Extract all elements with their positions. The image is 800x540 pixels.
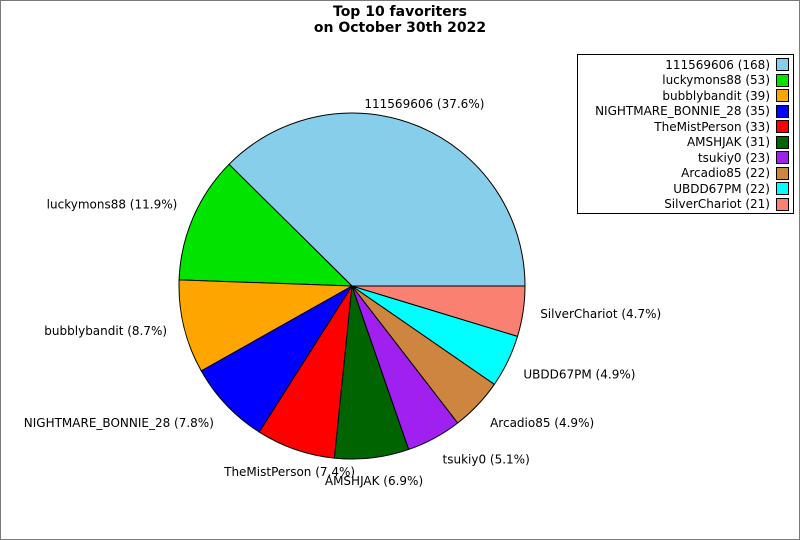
legend-label: tsukiy0 (23) (697, 150, 770, 165)
legend-swatch-icon (776, 135, 789, 149)
legend-item-bubblybandit: bubblybandit (39) (578, 88, 793, 104)
legend-label: TheMistPerson (33) (654, 119, 770, 134)
legend-swatch-icon (776, 197, 789, 211)
legend-label: UBDD67PM (22) (673, 181, 770, 196)
legend-item-UBDD67PM: UBDD67PM (22) (578, 181, 793, 197)
slice-label-tsukiy0: tsukiy0 (5.1%) (443, 452, 530, 466)
legend-label: Arcadio85 (22) (681, 166, 770, 181)
slice-label-UBDD67PM: UBDD67PM (4.9%) (523, 368, 635, 382)
chart-title-line2: on October 30th 2022 (313, 20, 487, 36)
legend-swatch-icon (776, 120, 789, 134)
legend-swatch-icon (776, 58, 789, 72)
legend: 111569606 (168) luckymons88 (53) bubblyban… (577, 54, 794, 214)
legend-item-AMSHJAK: AMSHJAK (31) (578, 135, 793, 151)
legend-item-luckymons88: luckymons88 (53) (578, 73, 793, 89)
legend-label: bubblybandit (39) (662, 88, 770, 103)
slice-label-Arcadio85: Arcadio85 (4.9%) (490, 416, 594, 430)
legend-item-NIGHTMARE_BONNIE_28: NIGHTMARE_BONNIE_28 (35) (578, 104, 793, 120)
legend-swatch-icon (776, 73, 789, 87)
slice-label-AMSHJAK: AMSHJAK (6.9%) (325, 474, 423, 488)
legend-label: luckymons88 (53) (662, 73, 770, 88)
legend-label: SilverChariot (21) (664, 197, 770, 212)
legend-item-Arcadio85: Arcadio85 (22) (578, 166, 793, 182)
slice-label-SilverChariot: SilverChariot (4.7%) (540, 307, 661, 321)
legend-swatch-icon (776, 89, 789, 103)
slice-label-bubblybandit: bubblybandit (8.7%) (44, 324, 167, 338)
legend-label: AMSHJAK (31) (686, 135, 770, 150)
legend-label: 111569606 (168) (665, 57, 770, 72)
pie-slice-luckymons88 (178, 163, 354, 287)
slice-label-NIGHTMARE_BONNIE_28: NIGHTMARE_BONNIE_28 (7.8%) (24, 416, 214, 430)
legend-swatch-icon (776, 104, 789, 118)
pie-slice-bubblybandit (178, 279, 354, 372)
chart-title: Top 10 favoriters on October 30th 2022 (1, 4, 799, 36)
pie-slice-SilverChariot (351, 285, 526, 337)
legend-swatch-icon (776, 166, 789, 180)
legend-item-tsukiy0: tsukiy0 (23) (578, 150, 793, 166)
legend-swatch-icon (776, 182, 789, 196)
slice-label-luckymons88: luckymons88 (11.9%) (47, 198, 178, 212)
legend-item-SilverChariot: SilverChariot (21) (578, 197, 793, 213)
legend-swatch-icon (776, 151, 789, 165)
pie-slice-111569606 (228, 112, 526, 287)
chart-title-line1: Top 10 favoriters (333, 4, 467, 20)
slice-label-111569606: 111569606 (37.6%) (364, 97, 484, 111)
slice-label-TheMistPerson: TheMistPerson (7.4%) (223, 465, 355, 479)
legend-label: NIGHTMARE_BONNIE_28 (35) (595, 104, 770, 119)
legend-item-TheMistPerson: TheMistPerson (33) (578, 119, 793, 135)
legend-item-111569606: 111569606 (168) (578, 57, 793, 73)
